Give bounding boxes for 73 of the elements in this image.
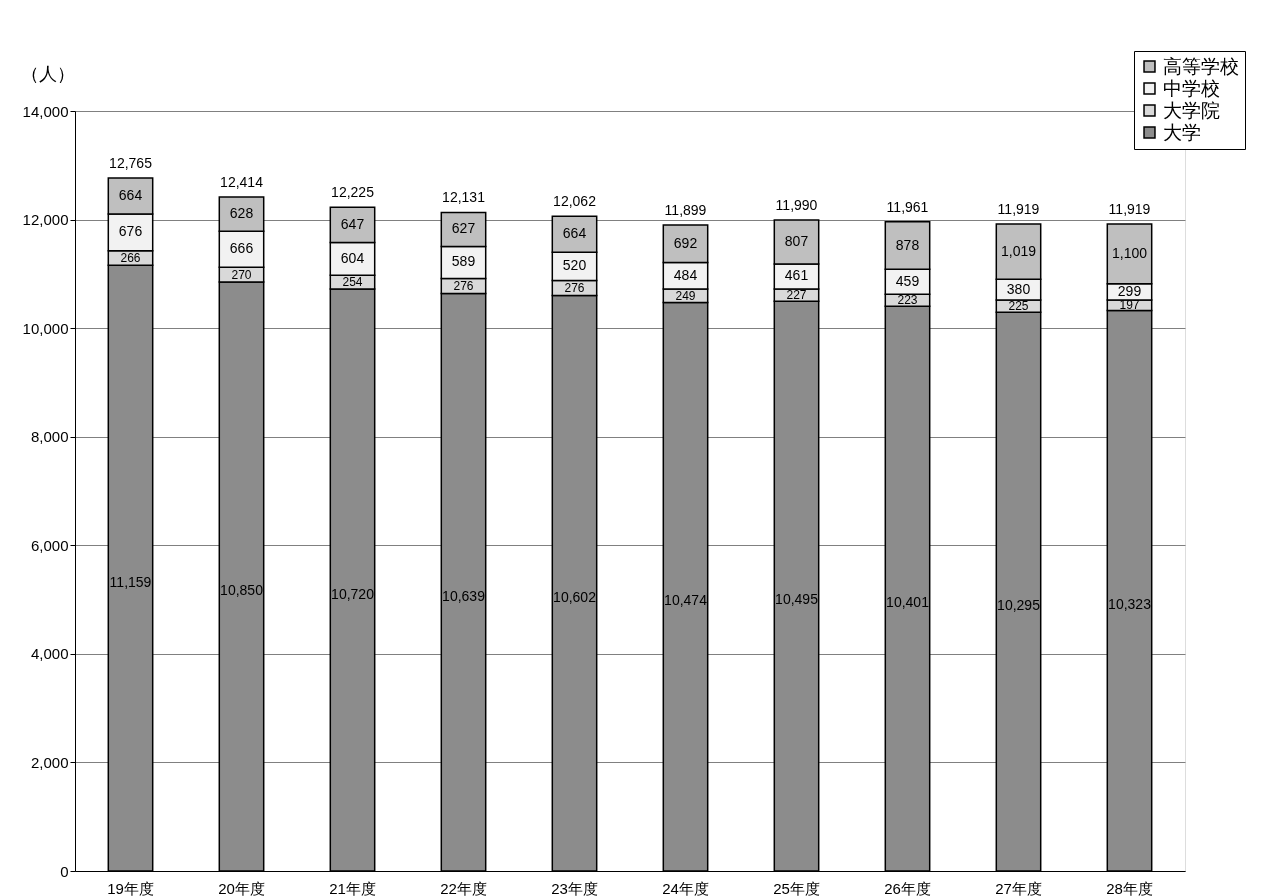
data-label: 380 xyxy=(1006,280,1031,297)
data-label: 197 xyxy=(1119,298,1140,313)
y-tick-label: 10,000 xyxy=(22,319,69,337)
data-label: 10,602 xyxy=(553,588,597,605)
data-label: 459 xyxy=(895,272,920,289)
data-label: 227 xyxy=(786,288,807,303)
data-label: 461 xyxy=(784,267,809,284)
total-label: 12,765 xyxy=(109,155,153,172)
total-label: 12,062 xyxy=(553,193,597,210)
total-label: 11,961 xyxy=(886,198,929,215)
data-label: 520 xyxy=(562,257,587,274)
data-label: 1,019 xyxy=(1000,242,1037,259)
total-label: 11,919 xyxy=(1108,200,1151,217)
legend-label: 高等学校 xyxy=(1163,55,1239,77)
y-axis-title: （人） xyxy=(20,63,75,84)
legend-label: 中学校 xyxy=(1163,77,1220,99)
total-label: 11,919 xyxy=(997,200,1040,217)
data-label: 10,401 xyxy=(886,593,930,610)
data-label: 276 xyxy=(453,278,474,293)
data-label: 807 xyxy=(784,233,809,250)
data-label: 10,495 xyxy=(775,591,819,608)
data-label: 604 xyxy=(340,249,365,266)
x-tick-label: 24年度 xyxy=(662,879,709,896)
data-label: 628 xyxy=(229,205,254,222)
legend-label: 大学 xyxy=(1163,121,1201,143)
data-label: 878 xyxy=(895,236,920,253)
data-label: 223 xyxy=(897,293,918,308)
y-tick-label: 4,000 xyxy=(30,645,69,663)
data-label: 484 xyxy=(673,266,698,283)
legend-label: 大学院 xyxy=(1163,99,1220,121)
total-label: 11,899 xyxy=(664,202,707,219)
y-tick-label: 2,000 xyxy=(30,753,69,771)
data-label: 692 xyxy=(673,234,698,251)
total-label: 12,414 xyxy=(220,174,264,191)
total-label: 12,131 xyxy=(442,189,486,206)
x-tick-label: 28年度 xyxy=(1106,879,1153,896)
data-label: 270 xyxy=(231,267,252,282)
data-label: 10,639 xyxy=(442,587,486,604)
data-label: 664 xyxy=(118,187,143,204)
data-label: 666 xyxy=(229,240,254,257)
y-tick-label: 6,000 xyxy=(30,536,69,554)
data-label: 299 xyxy=(1117,282,1142,299)
data-label: 589 xyxy=(451,253,476,270)
total-label: 11,990 xyxy=(775,197,818,214)
x-tick-label: 21年度 xyxy=(329,879,376,896)
x-tick-label: 27年度 xyxy=(995,879,1042,896)
data-label: 10,720 xyxy=(331,585,375,602)
data-label: 10,323 xyxy=(1108,595,1152,612)
data-label: 10,474 xyxy=(664,591,708,608)
data-label: 225 xyxy=(1008,299,1029,314)
data-label: 249 xyxy=(675,288,696,303)
data-label: 266 xyxy=(120,251,141,266)
data-label: 10,295 xyxy=(997,596,1041,613)
data-label: 627 xyxy=(451,220,476,237)
x-tick-label: 26年度 xyxy=(884,879,931,896)
data-label: 1,100 xyxy=(1111,244,1148,261)
data-label: 676 xyxy=(118,223,143,240)
data-label: 254 xyxy=(342,275,363,290)
y-tick-label: 12,000 xyxy=(22,211,69,229)
x-tick-label: 20年度 xyxy=(218,879,265,896)
y-tick-label: 0 xyxy=(60,862,69,880)
x-tick-label: 22年度 xyxy=(440,879,487,896)
y-tick-label: 8,000 xyxy=(30,428,69,446)
data-label: 664 xyxy=(562,225,587,242)
data-label: 276 xyxy=(564,280,585,295)
x-tick-label: 23年度 xyxy=(551,879,598,896)
x-tick-label: 19年度 xyxy=(107,879,154,896)
x-tick-label: 25年度 xyxy=(773,879,820,896)
total-label: 12,225 xyxy=(331,184,375,201)
data-label: 11,159 xyxy=(109,574,152,591)
data-label: 10,850 xyxy=(220,582,264,599)
data-label: 647 xyxy=(340,215,365,232)
y-tick-label: 14,000 xyxy=(22,102,69,120)
